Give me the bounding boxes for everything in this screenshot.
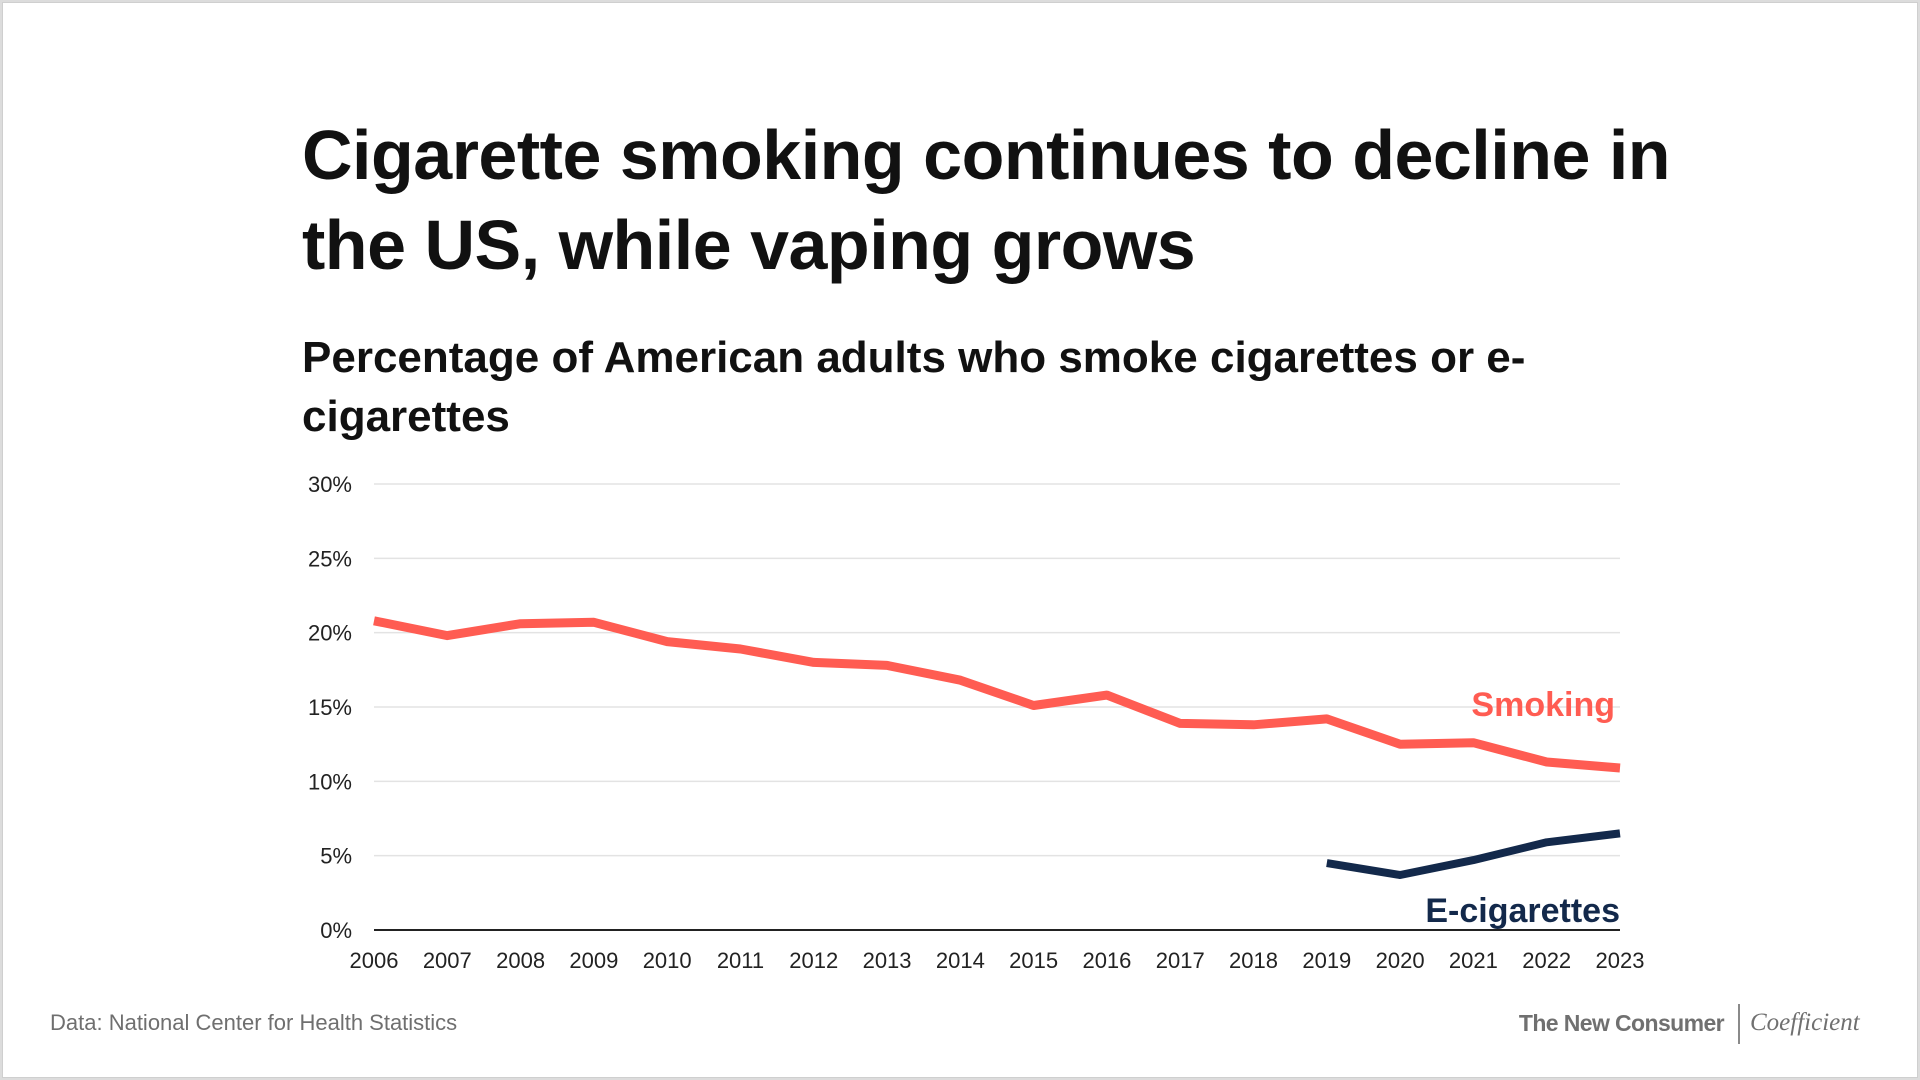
x-tick-label-2015: 2015 bbox=[1009, 948, 1058, 973]
x-tick-label-2011: 2011 bbox=[717, 948, 764, 973]
grid-lines bbox=[374, 483, 1620, 857]
series-label-smoking: Smoking bbox=[1471, 686, 1615, 724]
y-tick-label-30: 30% bbox=[308, 472, 352, 497]
x-tick-label-2016: 2016 bbox=[1082, 948, 1131, 973]
x-tick-label-2020: 2020 bbox=[1376, 948, 1425, 973]
y-tick-label-0: 0% bbox=[320, 918, 352, 943]
y-tick-label-10: 10% bbox=[308, 769, 352, 794]
x-tick-label-2014: 2014 bbox=[936, 948, 985, 973]
data-series bbox=[373, 616, 1621, 879]
y-tick-label-15: 15% bbox=[308, 695, 352, 720]
series-line-e-cigarettes bbox=[1326, 829, 1621, 879]
brand-logo-the-new-consumer: The New Consumer bbox=[1518, 1010, 1725, 1036]
x-tick-label-2007: 2007 bbox=[423, 948, 472, 973]
data-source: Data: National Center for Health Statist… bbox=[50, 1010, 458, 1035]
x-tick-label-2023: 2023 bbox=[1596, 948, 1645, 973]
x-tick-label-2021: 2021 bbox=[1449, 948, 1498, 973]
x-tick-label-2010: 2010 bbox=[643, 948, 692, 973]
series-label-e-cigarettes: E-cigarettes bbox=[1425, 892, 1620, 930]
x-tick-label-2019: 2019 bbox=[1302, 948, 1351, 973]
x-tick-label-2012: 2012 bbox=[789, 948, 838, 973]
y-tick-label-25: 25% bbox=[308, 546, 352, 571]
x-tick-label-2022: 2022 bbox=[1522, 948, 1571, 973]
brand-logo-coefficient: Coefficient bbox=[1750, 1009, 1860, 1036]
series-line-smoking bbox=[373, 616, 1621, 773]
x-tick-label-2006: 2006 bbox=[350, 948, 399, 973]
y-tick-label-5: 5% bbox=[320, 844, 352, 869]
x-tick-label-2017: 2017 bbox=[1156, 948, 1205, 973]
x-tick-label-2009: 2009 bbox=[569, 948, 618, 973]
brand-divider bbox=[1738, 1004, 1740, 1044]
series-labels: Smoking E-cigarettes bbox=[1425, 686, 1620, 930]
axes: 0% 5% 10% 15% 20% 25% 30% 2006 2007 2008 2009 2010 2… bbox=[308, 472, 1645, 973]
y-tick-label-20: 20% bbox=[308, 621, 352, 646]
x-tick-label-2018: 2018 bbox=[1229, 948, 1278, 973]
chart-subtitle: Percentage of American adults who smoke … bbox=[302, 333, 1526, 441]
x-tick-label-2013: 2013 bbox=[863, 948, 912, 973]
chart-title: Cigarette smoking continues to decline i… bbox=[302, 116, 1671, 284]
x-tick-label-2008: 2008 bbox=[496, 948, 545, 973]
